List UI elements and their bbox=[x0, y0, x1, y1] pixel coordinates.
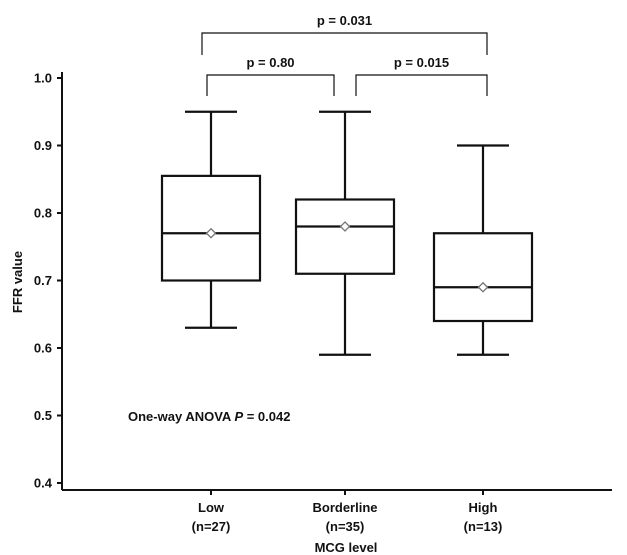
x-axis-title: MCG level bbox=[315, 540, 378, 555]
anova-prefix: One-way ANOVA bbox=[128, 409, 234, 424]
y-tick-label: 1.0 bbox=[34, 71, 52, 86]
bracket-low-borderline: p = 0.80 bbox=[206, 55, 335, 96]
y-tick-label: 0.5 bbox=[34, 408, 52, 423]
iqr-box bbox=[294, 198, 396, 275]
bracket-line bbox=[201, 32, 488, 55]
y-tick-label: 0.9 bbox=[34, 138, 52, 153]
p-value-label: p = 0.015 bbox=[394, 55, 449, 70]
mean-marker bbox=[339, 221, 351, 232]
mean-marker bbox=[477, 281, 489, 293]
significance-brackets: p = 0.031 p = 0.80 p = 0.015 bbox=[201, 13, 488, 96]
x-category-n: (n=27) bbox=[192, 519, 231, 534]
iqr-box bbox=[160, 174, 262, 282]
x-category-n: (n=35) bbox=[326, 519, 365, 534]
x-category-label: High bbox=[469, 500, 498, 515]
anova-annotation: One-way ANOVA P = 0.042 bbox=[128, 409, 290, 424]
bracket-line bbox=[355, 74, 488, 96]
x-category-label: Low bbox=[198, 500, 225, 515]
iqr-box bbox=[432, 232, 534, 323]
box-high bbox=[432, 144, 534, 356]
x-category-n: (n=13) bbox=[464, 519, 503, 534]
y-axis-title: FFR value bbox=[10, 251, 25, 313]
mean-marker bbox=[205, 227, 217, 239]
y-tick-label: 0.8 bbox=[34, 206, 52, 221]
x-category-label: Borderline bbox=[312, 500, 377, 515]
box-low bbox=[160, 110, 262, 329]
p-value-label: p = 0.031 bbox=[317, 13, 372, 28]
bracket-line bbox=[206, 74, 335, 96]
y-tick-label: 0.6 bbox=[34, 341, 52, 356]
axes: 0.4 0.5 0.6 0.7 0.8 0.9 1.0 Low (n=27) Borderline… bbox=[34, 71, 612, 534]
box-borderline bbox=[294, 110, 396, 356]
bracket-low-high: p = 0.031 bbox=[201, 13, 488, 55]
p-value-label: p = 0.80 bbox=[246, 55, 294, 70]
bracket-borderline-high: p = 0.015 bbox=[355, 55, 488, 96]
y-tick-label: 0.4 bbox=[34, 476, 53, 491]
anova-value: = 0.042 bbox=[243, 409, 290, 424]
boxes bbox=[160, 110, 534, 356]
y-tick-label: 0.7 bbox=[34, 273, 52, 288]
anova-p-symbol: P bbox=[234, 409, 243, 424]
